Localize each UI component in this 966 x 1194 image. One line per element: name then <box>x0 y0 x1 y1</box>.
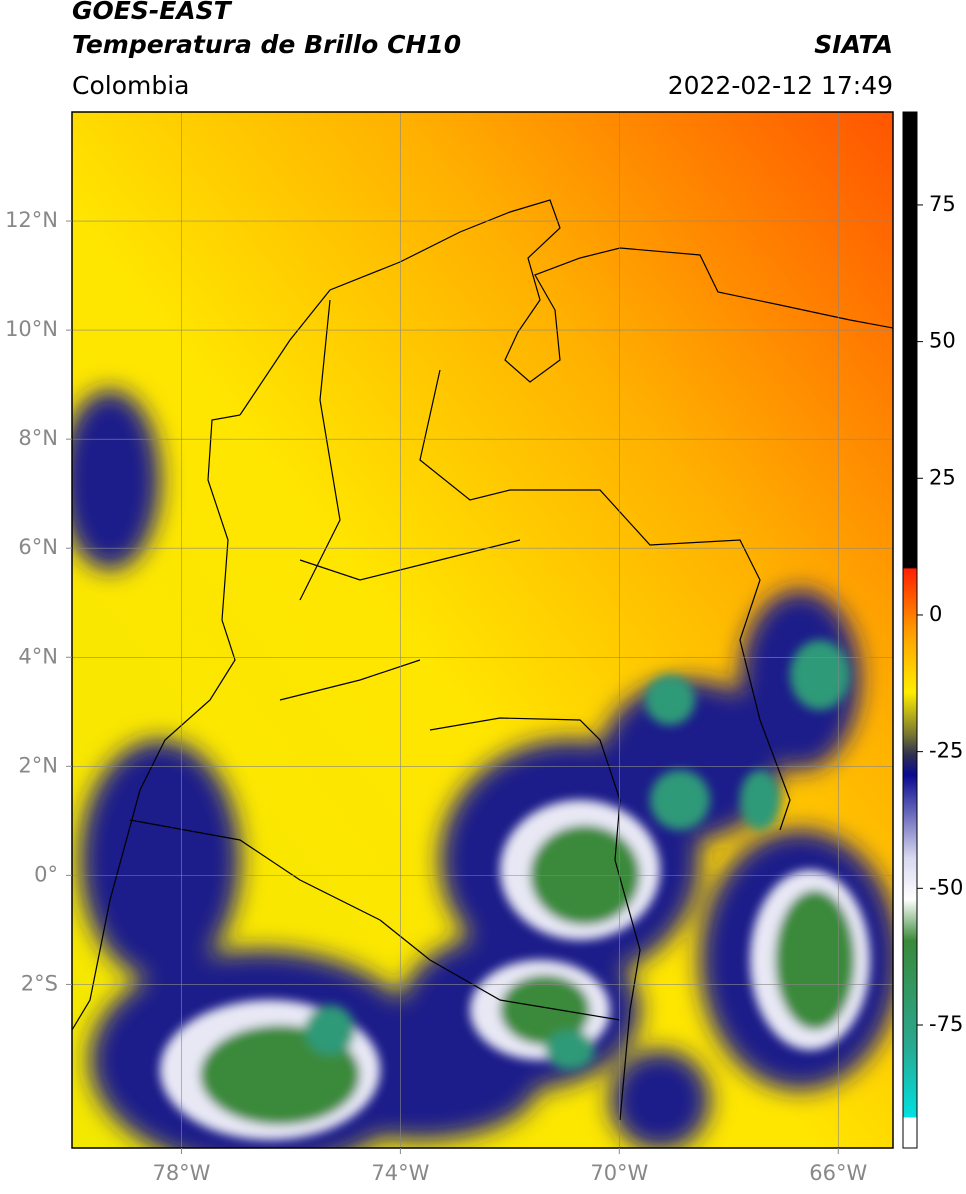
title: Temperatura de Brillo CH10 <box>72 30 461 59</box>
y-tick-label: 2°S <box>21 971 58 995</box>
region: Colombia <box>72 71 189 100</box>
y-tick-label: 10°N <box>5 317 58 341</box>
y-tick-label: 8°N <box>18 426 58 450</box>
x-tick-label: 78°W <box>152 1161 210 1185</box>
y-tick-label: 4°N <box>18 644 58 668</box>
map-frame <box>71 111 894 1149</box>
title: GOES-EAST <box>72 0 233 25</box>
x-tick-label: 74°W <box>371 1161 429 1185</box>
colorbar-tick-label: -50 <box>929 875 963 899</box>
colorbar-tick-label: 50 <box>929 329 956 353</box>
x-tick-label: 70°W <box>590 1161 648 1185</box>
colorbar <box>902 111 918 1149</box>
y-tick-label: 2°N <box>18 753 58 777</box>
colorbar-tick-label: -75 <box>929 1012 963 1036</box>
x-tick-label: 66°W <box>809 1161 867 1185</box>
y-tick-label: 12°N <box>5 208 58 232</box>
map-image <box>72 112 893 1148</box>
colorbar-tick-label: 75 <box>929 192 956 216</box>
colorbar-tick-label: 0 <box>929 602 942 626</box>
source: SIATA <box>814 30 893 59</box>
y-tick-label: 0° <box>34 862 58 886</box>
colorbar-tick-label: -25 <box>929 739 963 763</box>
datetime: 2022-02-12 17:49 <box>668 71 893 100</box>
y-tick-label: 6°N <box>18 535 58 559</box>
colorbar-tick-label: 25 <box>929 465 956 489</box>
